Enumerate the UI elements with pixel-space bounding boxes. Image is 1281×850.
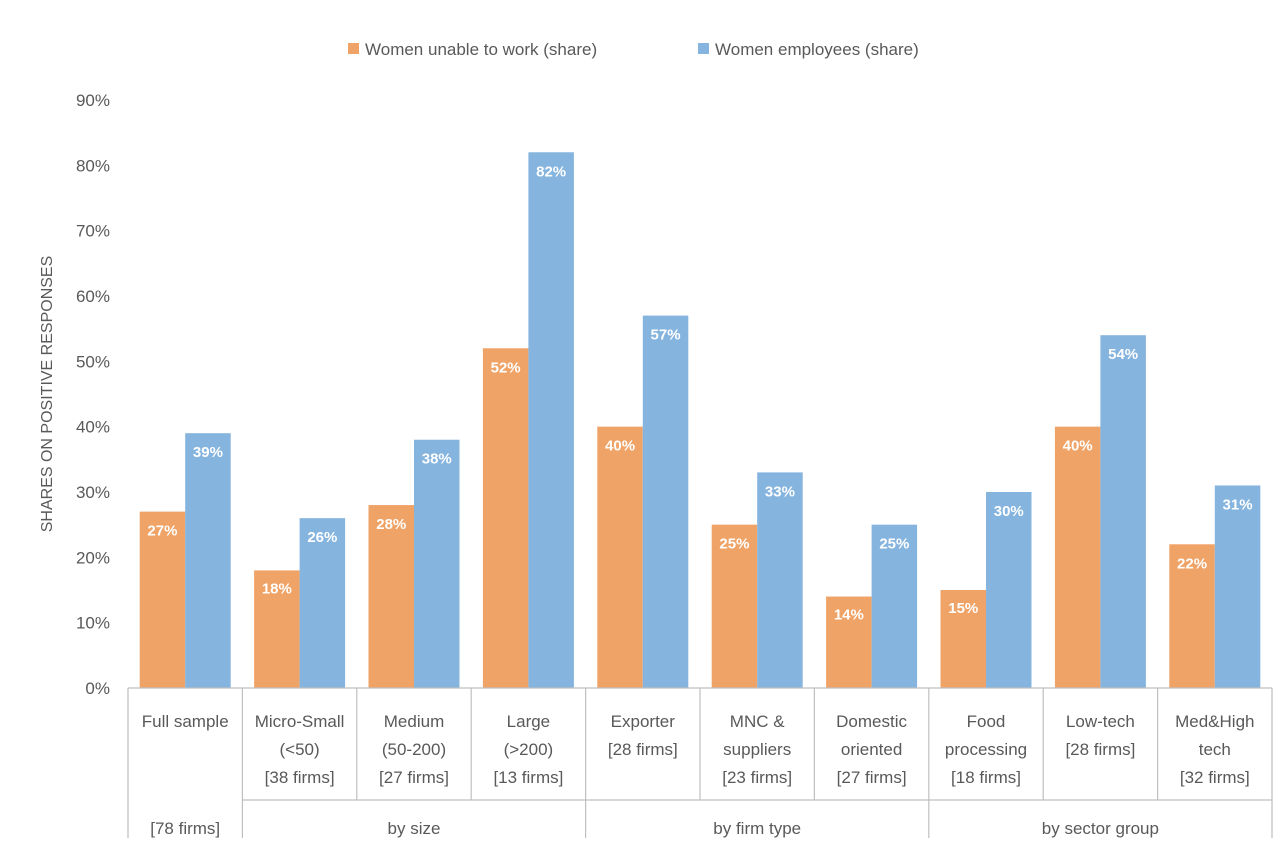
data-label: 31% — [1223, 496, 1253, 513]
group-label: by size — [388, 819, 441, 838]
data-label: 25% — [719, 536, 749, 553]
bar-women-unable-to-work — [254, 570, 300, 688]
bar-women-employees — [185, 433, 231, 688]
bar-women-unable-to-work — [826, 596, 872, 688]
bar-women-employees — [986, 492, 1032, 688]
bar-women-employees — [757, 472, 803, 688]
category-label: (50-200) — [382, 740, 446, 759]
category-label: [38 firms] — [265, 768, 335, 787]
category-label: Exporter — [611, 712, 676, 731]
x-axis: Full sample [78 firms] Micro-Small (<50) [38… — [127, 687, 1273, 838]
category-label: Full sample — [142, 712, 229, 731]
category-label: [27 firms] — [379, 768, 449, 787]
data-label: 14% — [834, 607, 864, 624]
data-label: 38% — [422, 451, 452, 468]
data-label: 82% — [536, 163, 566, 180]
data-label: 52% — [491, 359, 521, 376]
category-label: Low-tech — [1066, 712, 1135, 731]
bar-women-employees — [299, 518, 346, 688]
legend: Women unable to work (share) Women employ… — [348, 40, 919, 59]
legend-swatch — [348, 43, 359, 54]
category-label: Food — [967, 712, 1006, 731]
data-label: 39% — [193, 444, 223, 461]
y-tick-label: 10% — [76, 614, 110, 633]
category-label: [28 firms] — [1065, 740, 1135, 759]
y-tick-label: 40% — [76, 418, 110, 437]
data-label: 54% — [1108, 346, 1138, 363]
bar-women-employees — [871, 524, 918, 688]
data-label: 18% — [262, 580, 292, 597]
bar-women-employees — [414, 439, 460, 688]
category-label: suppliers — [723, 740, 791, 759]
category-label: [27 firms] — [837, 768, 907, 787]
category-label: tech — [1199, 740, 1231, 759]
y-tick-label: 20% — [76, 548, 110, 567]
legend-label: Women employees (share) — [715, 40, 919, 59]
y-tick-label: 30% — [76, 483, 110, 502]
category-label: [13 firms] — [493, 768, 563, 787]
category-label: [78 firms] — [150, 819, 220, 838]
bar-women-unable-to-work — [368, 505, 414, 688]
data-label: 57% — [651, 327, 681, 344]
bar-women-unable-to-work — [1169, 544, 1215, 688]
data-label: 28% — [376, 516, 406, 533]
category-label: Med&High — [1175, 712, 1254, 731]
data-label: 33% — [765, 483, 795, 500]
y-tick-label: 90% — [76, 91, 110, 110]
y-tick-label: 50% — [76, 352, 110, 371]
category-label: (>200) — [504, 740, 554, 759]
category-label: [32 firms] — [1180, 768, 1250, 787]
bar-women-unable-to-work — [482, 348, 529, 688]
bar-women-unable-to-work — [940, 590, 986, 688]
y-tick-label: 60% — [76, 287, 110, 306]
group-label: by firm type — [713, 819, 801, 838]
bar-women-employees — [642, 315, 689, 688]
bar-women-unable-to-work — [139, 511, 186, 688]
data-label: 30% — [994, 503, 1024, 520]
category-label: [28 firms] — [608, 740, 678, 759]
legend-swatch — [698, 43, 709, 54]
bar-women-unable-to-work — [1054, 426, 1101, 688]
category-label: oriented — [841, 740, 902, 759]
bar-women-unable-to-work — [597, 426, 643, 688]
y-tick-label: 0% — [85, 679, 110, 698]
data-label: 15% — [948, 600, 978, 617]
category-label: Micro-Small — [255, 712, 345, 731]
group-label: by sector group — [1042, 819, 1159, 838]
data-label: 26% — [307, 529, 337, 546]
bar-women-employees — [1100, 335, 1146, 688]
category-label: Domestic — [836, 712, 907, 731]
y-axis: 0% 10% 20% 30% 40% 50% 60% 70% 80% 90% — [76, 91, 110, 698]
data-label: 27% — [147, 523, 177, 540]
legend-label: Women unable to work (share) — [365, 40, 597, 59]
category-label: MNC & — [730, 712, 785, 731]
y-tick-label: 70% — [76, 222, 110, 241]
category-label: Large — [507, 712, 550, 731]
data-label: 40% — [605, 438, 635, 455]
bar-women-employees — [528, 152, 574, 688]
category-label: processing — [945, 740, 1027, 759]
data-label: 40% — [1063, 438, 1093, 455]
bar-women-unable-to-work — [711, 524, 758, 688]
category-label: (<50) — [280, 740, 320, 759]
y-tick-label: 80% — [76, 156, 110, 175]
data-label: 22% — [1177, 555, 1207, 572]
bars: 27% 39% 18% 26% 28% 38% 52% 82% 40% 57% 25% 33% 14% 2… — [139, 152, 1261, 688]
category-label: [23 firms] — [722, 768, 792, 787]
data-label: 25% — [879, 536, 909, 553]
bar-women-employees — [1214, 485, 1261, 688]
category-label: [18 firms] — [951, 768, 1021, 787]
category-label: Medium — [384, 712, 444, 731]
y-axis-title: SHARES ON POSITIVE RESPONSES — [39, 256, 56, 533]
